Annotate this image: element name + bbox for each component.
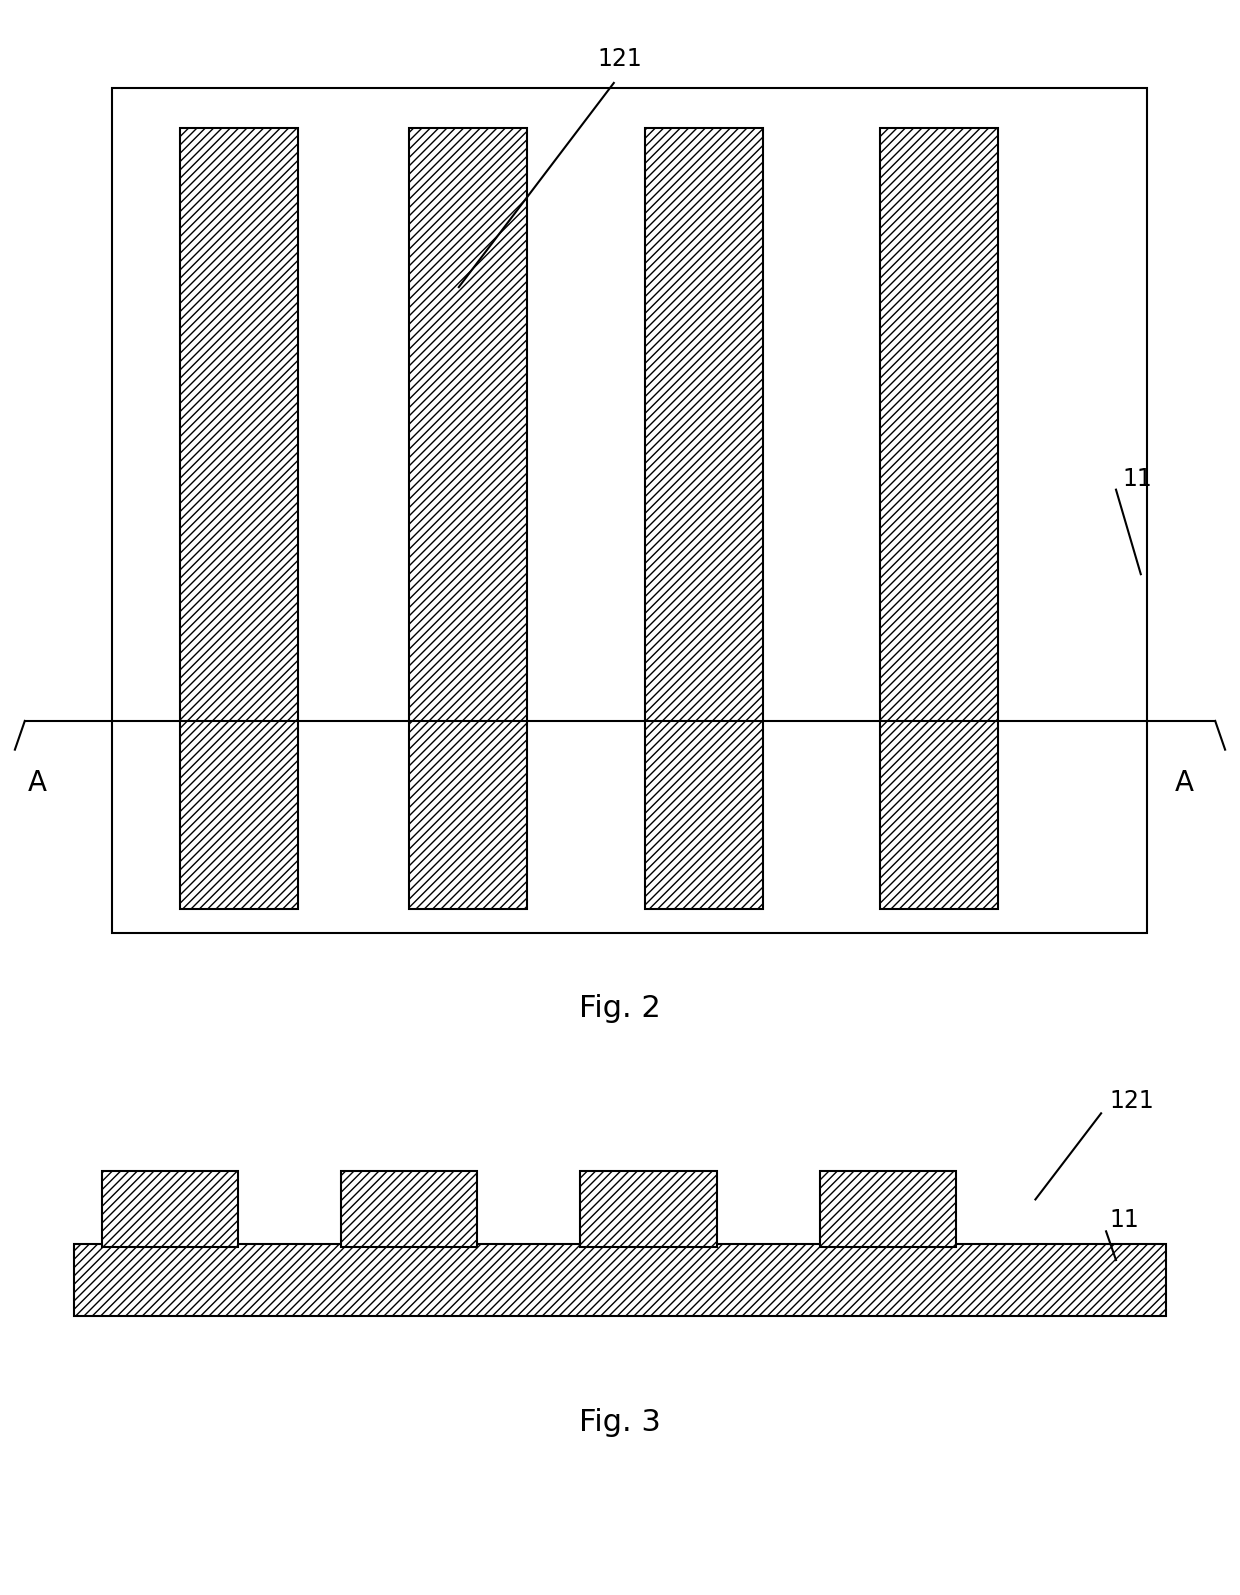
Text: Fig. 3: Fig. 3 [579, 1408, 661, 1437]
Bar [880, 128, 998, 909]
Text: Fig. 2: Fig. 2 [579, 994, 661, 1022]
Text: 11: 11 [1110, 1207, 1140, 1233]
Bar [580, 1171, 717, 1247]
Bar [180, 128, 298, 909]
Text: 121: 121 [1110, 1088, 1154, 1113]
Text: A: A [27, 769, 47, 798]
Bar [409, 128, 527, 909]
Bar [112, 88, 1147, 933]
Text: A: A [1174, 769, 1194, 798]
Bar [102, 1171, 238, 1247]
Text: 11: 11 [1122, 466, 1152, 491]
Bar [74, 1244, 1166, 1316]
Bar [645, 128, 763, 909]
Bar [820, 1171, 956, 1247]
Bar [341, 1171, 477, 1247]
Text: 121: 121 [598, 46, 642, 72]
